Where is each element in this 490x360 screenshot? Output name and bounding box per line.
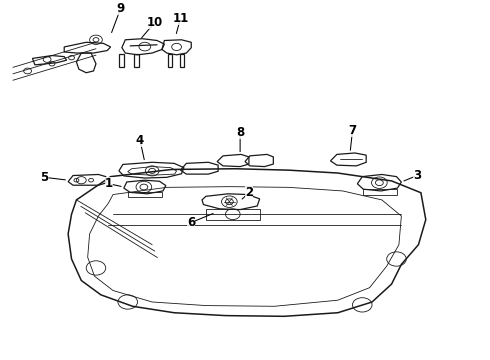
Text: 2: 2 [245,186,253,199]
Text: 3: 3 [413,169,421,182]
Text: 4: 4 [136,134,144,147]
Text: 8: 8 [236,126,244,139]
Text: 10: 10 [147,16,163,29]
Text: 11: 11 [172,12,189,25]
Text: 5: 5 [41,171,49,184]
Text: 7: 7 [348,124,357,137]
Text: 9: 9 [116,3,124,15]
Text: 1: 1 [105,177,113,190]
Text: 6: 6 [187,216,196,229]
